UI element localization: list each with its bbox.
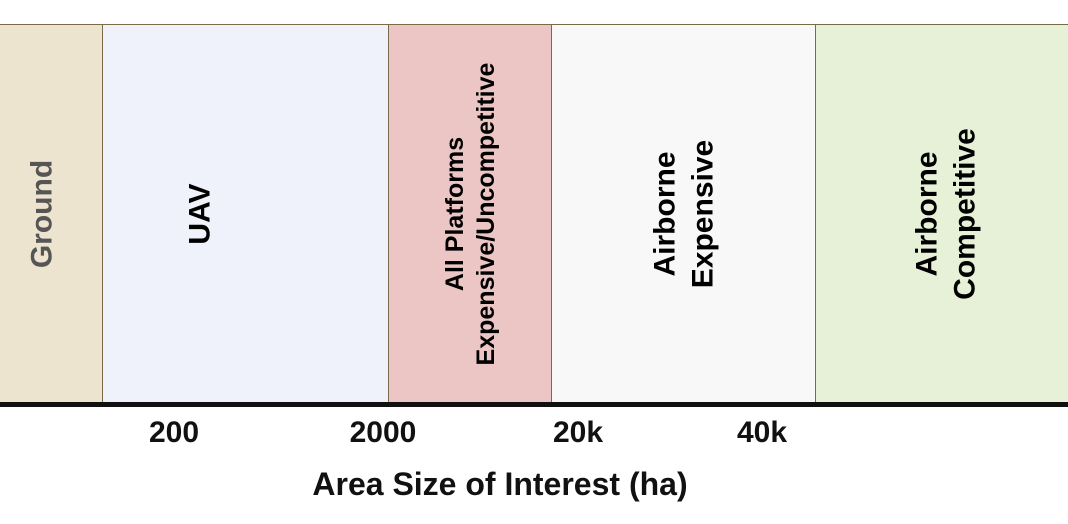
band-label-line: Expensive/Uncompetitive [471,62,500,366]
band-label-line: Ground [25,159,59,269]
band-label-line: Competitive [947,128,981,300]
axis-title: Area Size of Interest (ha) [312,466,688,502]
axis-line [0,402,1068,407]
band-label-all-platforms: All Platforms Expensive/Uncompetitive [439,63,502,366]
tick-label: 2000 [349,416,417,449]
tick-label: 200 [148,416,200,449]
band-label-uav: UAV [181,183,219,244]
band-ground: Ground [0,24,103,403]
band-label-ground: Ground [23,160,61,268]
band-all-platforms: All Platforms Expensive/Uncompetitive [388,24,552,403]
band-label-line: UAV [183,183,217,245]
band-label-airborne-expensive: Airborne Expensive [647,140,722,288]
band-label-line: Airborne [910,151,943,277]
tick-label: 20k [552,416,604,449]
tick-label: 40k [736,416,788,449]
band-airborne-expensive: Airborne Expensive [551,24,816,403]
band-label-line: Expensive [686,139,719,289]
band-label-airborne-competitive: Airborne Competitive [908,128,983,300]
band-uav: UAV [102,24,389,403]
band-label-line: All Platforms [440,136,469,292]
band-airborne-competitive: Airborne Competitive [815,24,1068,403]
band-label-line: Airborne [648,151,682,277]
